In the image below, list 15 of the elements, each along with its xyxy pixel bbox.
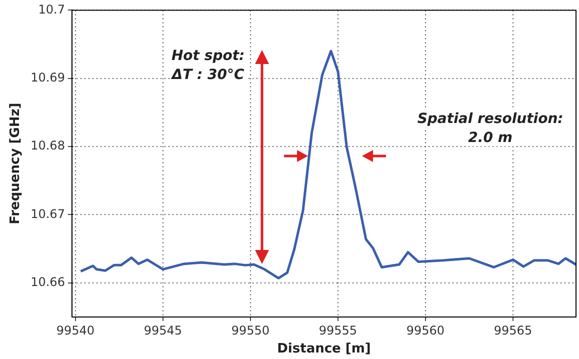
x-tick-label: 99550 bbox=[231, 323, 270, 338]
annotation: Spatial resolution: 2.0 m bbox=[417, 111, 564, 146]
x-axis-title: Distance [m] bbox=[277, 342, 371, 357]
y-tick-label: 10.66 bbox=[30, 275, 65, 290]
y-tick-label: 10.67 bbox=[30, 206, 65, 221]
y-tick-label: 10.68 bbox=[30, 138, 65, 153]
y-axis-title: Frequency [GHz] bbox=[8, 102, 24, 224]
annotation: Hot spot: ΔT : 30°C bbox=[170, 48, 246, 84]
x-tick-label: 99555 bbox=[318, 323, 358, 338]
x-tick-label: 99545 bbox=[144, 323, 182, 338]
y-tick-label: 10.69 bbox=[30, 70, 65, 85]
x-tick-label: 99560 bbox=[406, 323, 445, 338]
x-tick-label: 99565 bbox=[494, 323, 532, 338]
x-tick-label: 99540 bbox=[56, 323, 95, 338]
y-tick-label: 10.7 bbox=[38, 2, 65, 16]
